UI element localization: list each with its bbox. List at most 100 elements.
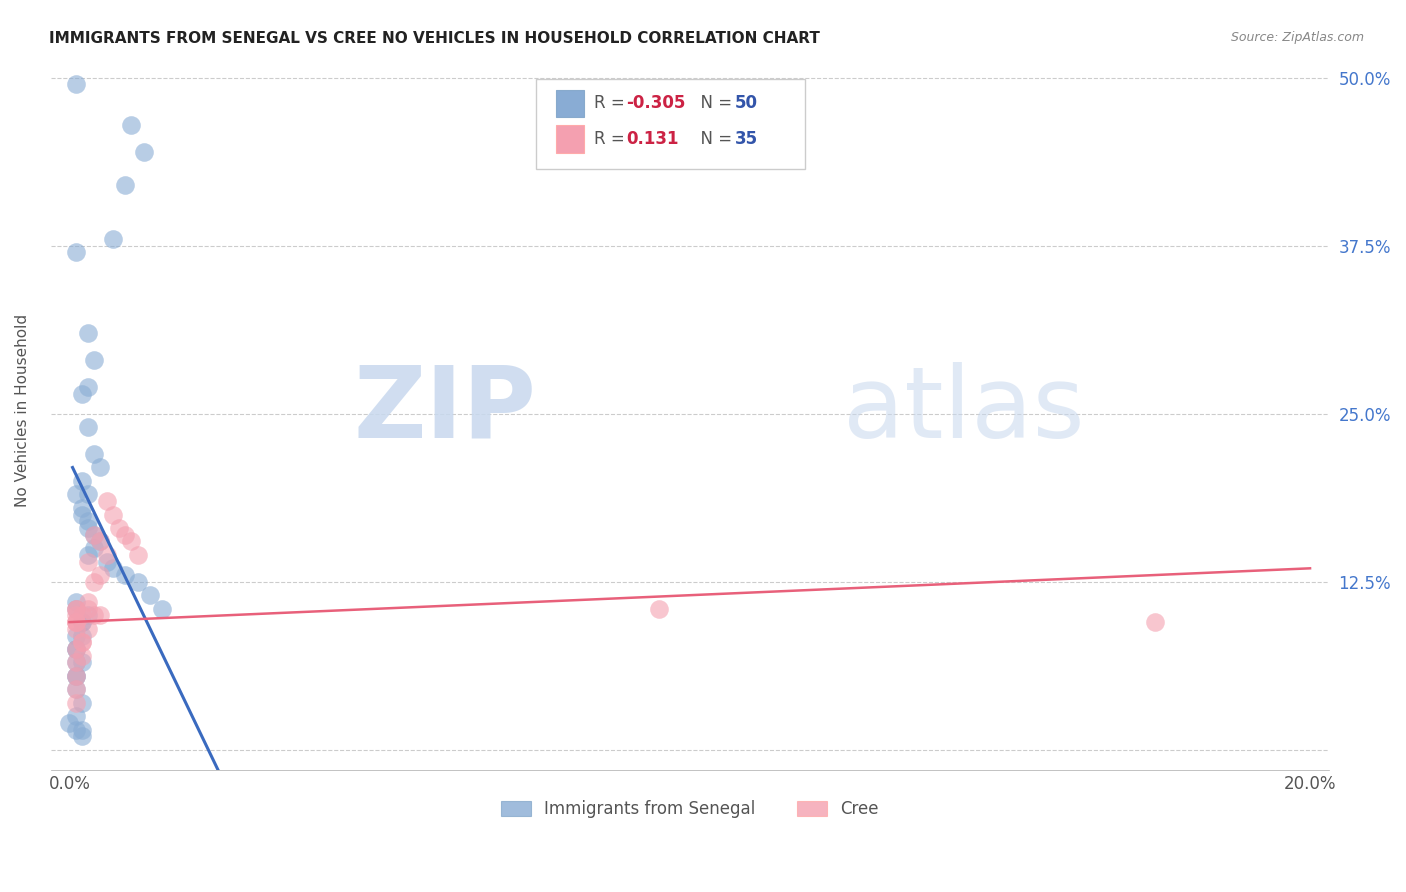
Point: [77, 548, 100, 562]
Point: [65, 642, 87, 657]
Point: [89, 534, 111, 549]
Point: [70, 615, 93, 629]
Point: [65, 696, 87, 710]
Point: [65, 669, 87, 683]
Point: [70, 628, 93, 642]
Point: [70, 648, 93, 663]
Point: [114, 527, 136, 541]
Point: [65, 601, 87, 615]
Point: [65, 669, 87, 683]
Point: [101, 232, 124, 246]
Point: [65, 682, 87, 697]
Point: [70, 500, 93, 515]
Point: [127, 548, 149, 562]
Text: ZIP: ZIP: [353, 362, 537, 458]
Text: 0.131: 0.131: [626, 130, 678, 148]
Point: [89, 608, 111, 623]
Point: [65, 595, 87, 609]
Point: [65, 245, 87, 260]
Point: [83, 527, 105, 541]
Point: [83, 541, 105, 556]
Point: [77, 595, 100, 609]
Point: [70, 608, 93, 623]
Point: [121, 534, 143, 549]
Point: [77, 420, 100, 434]
Point: [65, 709, 87, 723]
Point: [70, 730, 93, 744]
Point: [77, 521, 100, 535]
Point: [83, 574, 105, 589]
Point: [65, 487, 87, 501]
Point: [77, 622, 100, 636]
Text: R =: R =: [593, 130, 630, 148]
Point: [70, 474, 93, 488]
Point: [65, 615, 87, 629]
Point: [65, 656, 87, 670]
Point: [65, 656, 87, 670]
FancyBboxPatch shape: [537, 79, 804, 169]
Point: [65, 669, 87, 683]
FancyBboxPatch shape: [555, 89, 583, 117]
Point: [132, 145, 155, 159]
Point: [77, 608, 100, 623]
Point: [70, 615, 93, 629]
Point: [127, 574, 149, 589]
Point: [65, 682, 87, 697]
Text: 50: 50: [734, 95, 758, 112]
Point: [65, 77, 87, 91]
Point: [152, 601, 174, 615]
Point: [77, 380, 100, 394]
Point: [101, 508, 124, 522]
Point: [96, 555, 118, 569]
FancyBboxPatch shape: [555, 126, 583, 153]
Point: [65, 642, 87, 657]
Point: [83, 527, 105, 541]
Point: [83, 608, 105, 623]
Point: [70, 508, 93, 522]
Text: N =: N =: [690, 95, 737, 112]
Point: [96, 548, 118, 562]
Point: [65, 601, 87, 615]
Point: [77, 601, 100, 615]
Point: [77, 487, 100, 501]
Point: [89, 568, 111, 582]
Point: [70, 386, 93, 401]
Point: [89, 534, 111, 549]
Legend: Immigrants from Senegal, Cree: Immigrants from Senegal, Cree: [492, 792, 887, 826]
Text: N =: N =: [690, 130, 737, 148]
Point: [70, 656, 93, 670]
Point: [89, 460, 111, 475]
Point: [108, 521, 131, 535]
Text: R =: R =: [593, 95, 630, 112]
Point: [101, 561, 124, 575]
Point: [648, 601, 671, 615]
Y-axis label: No Vehicles in Household: No Vehicles in Household: [15, 314, 30, 507]
Point: [65, 723, 87, 737]
Text: Source: ZipAtlas.com: Source: ZipAtlas.com: [1230, 31, 1364, 45]
Point: [121, 118, 143, 132]
Point: [83, 352, 105, 367]
Point: [114, 568, 136, 582]
Text: atlas: atlas: [844, 362, 1084, 458]
Point: [96, 494, 118, 508]
Point: [65, 642, 87, 657]
Text: IMMIGRANTS FROM SENEGAL VS CREE NO VEHICLES IN HOUSEHOLD CORRELATION CHART: IMMIGRANTS FROM SENEGAL VS CREE NO VEHIC…: [49, 31, 820, 46]
Point: [70, 696, 93, 710]
Point: [70, 723, 93, 737]
Point: [65, 628, 87, 642]
Point: [114, 178, 136, 193]
Point: [58, 715, 80, 730]
Point: [83, 447, 105, 461]
Text: -0.305: -0.305: [626, 95, 685, 112]
Point: [70, 635, 93, 649]
Point: [77, 326, 100, 340]
Text: 35: 35: [734, 130, 758, 148]
Point: [77, 514, 100, 528]
Point: [1143, 615, 1166, 629]
Point: [65, 622, 87, 636]
Point: [65, 615, 87, 629]
Point: [139, 588, 162, 602]
Point: [65, 601, 87, 615]
Point: [77, 555, 100, 569]
Point: [65, 608, 87, 623]
